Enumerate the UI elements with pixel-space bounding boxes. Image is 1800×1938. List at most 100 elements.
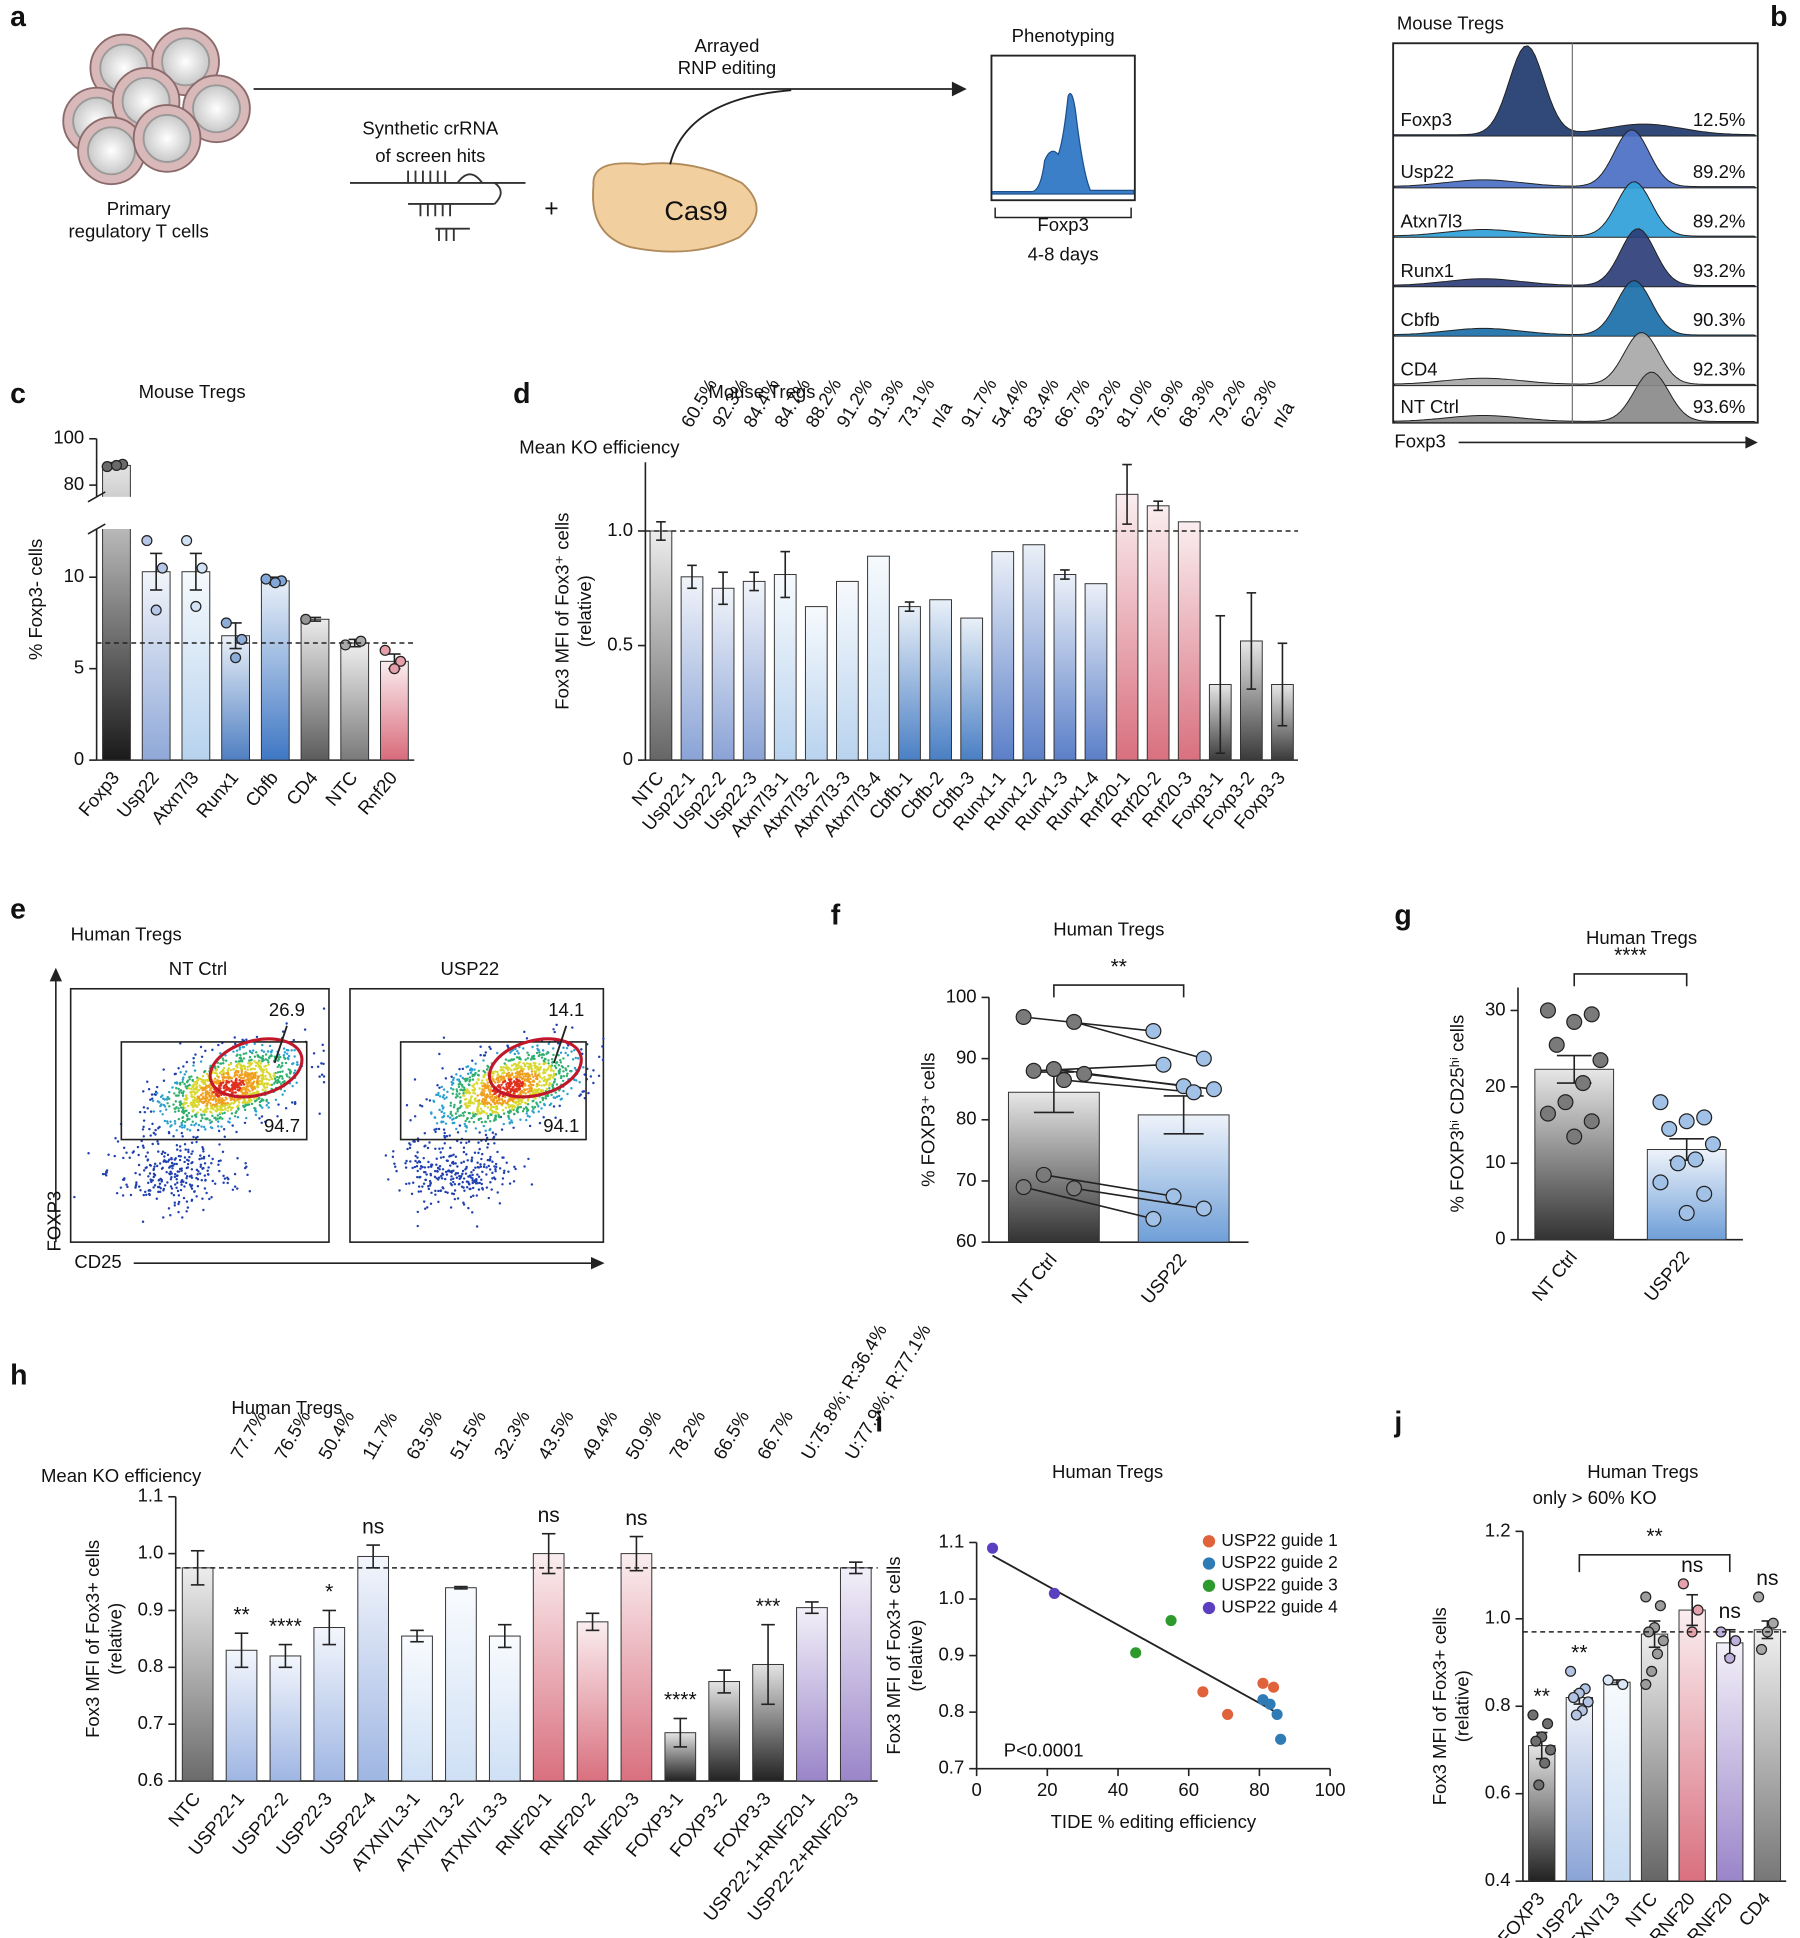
- flow-dot: [169, 1178, 173, 1181]
- flow-dot: [191, 1085, 194, 1089]
- flow-dot: [181, 1216, 184, 1219]
- pair-line: [1073, 1021, 1205, 1060]
- flow-dot: [179, 1083, 182, 1086]
- flow-dot: [464, 1102, 467, 1105]
- flow-dot: [438, 1147, 441, 1150]
- flow-dot: [450, 1083, 454, 1086]
- stat-label: ns: [1756, 1567, 1778, 1590]
- flow-dot: [172, 1103, 175, 1106]
- flow-dot: [192, 1109, 195, 1112]
- error-bar: [749, 571, 759, 592]
- comparison-label: ****: [1614, 944, 1647, 967]
- chart-title: Human Tregs: [1586, 927, 1697, 948]
- flow-dot: [537, 1054, 541, 1058]
- flow-dot: [513, 1112, 516, 1116]
- flow-dot: [561, 1079, 565, 1083]
- flow-dot: [199, 1077, 202, 1081]
- flow-dot: [455, 1139, 459, 1143]
- flow-dot: [468, 1091, 472, 1095]
- data-point: [1195, 1200, 1212, 1217]
- flow-dot: [524, 1118, 528, 1122]
- flow-dot: [392, 1150, 395, 1153]
- flow-dot: [489, 1113, 492, 1116]
- flow-dot: [491, 1131, 495, 1135]
- flow-dot: [468, 1076, 472, 1079]
- flow-dot: [550, 1093, 553, 1097]
- flow-dot: [195, 1176, 198, 1180]
- flow-dot: [515, 1064, 518, 1068]
- legend-marker: [1202, 1535, 1216, 1548]
- flow-dot: [281, 1030, 285, 1033]
- legend-label: USP22 guide 2: [1221, 1552, 1337, 1572]
- flow-dot: [508, 1109, 512, 1112]
- panel-label: h: [10, 1359, 27, 1391]
- flow-dot: [579, 1093, 583, 1096]
- flow-dot: [199, 1093, 203, 1097]
- y-tick-label: 1.0: [1485, 1607, 1511, 1628]
- data-point: [1155, 1056, 1172, 1073]
- flow-dot: [414, 1154, 417, 1158]
- flow-dot: [503, 1099, 507, 1103]
- flow-dot: [255, 1080, 259, 1084]
- error-bar: [656, 521, 666, 541]
- flow-dot: [246, 1173, 249, 1177]
- flow-dot: [555, 1095, 559, 1098]
- x-tick-label: 60: [1178, 1779, 1199, 1800]
- flow-dot: [442, 1120, 445, 1124]
- flow-dot: [303, 1028, 307, 1031]
- flow-dot: [175, 1129, 178, 1132]
- flow-dot: [266, 1050, 270, 1053]
- flow-dot: [128, 1156, 131, 1159]
- flow-dot: [173, 1119, 177, 1123]
- data-point: [236, 633, 248, 645]
- flow-dot: [217, 1159, 221, 1163]
- flow-dot: [449, 1110, 453, 1114]
- flow-dot: [479, 1163, 482, 1166]
- stat-label: ****: [664, 1689, 697, 1712]
- flow-dot: [250, 1051, 254, 1055]
- flow-dot: [411, 1166, 414, 1170]
- error-bar: [189, 552, 202, 591]
- flow-dot: [422, 1182, 426, 1186]
- flow-dot: [165, 1120, 169, 1123]
- y-tick-label: 0.4: [1485, 1869, 1511, 1890]
- flow-dot: [548, 1082, 551, 1085]
- pair-line: [1063, 1079, 1194, 1094]
- flow-dot: [494, 1070, 497, 1073]
- flow-dot: [489, 1107, 493, 1110]
- flow-dot: [459, 1141, 463, 1144]
- flow-dot: [443, 1177, 447, 1181]
- flow-dot: [511, 1073, 514, 1077]
- flow-dot: [454, 1112, 458, 1115]
- flow-dot: [434, 1193, 437, 1196]
- flow-dot: [506, 1110, 510, 1114]
- flow-dot: [192, 1061, 196, 1064]
- flow-dot: [547, 1062, 550, 1065]
- flow-dot: [542, 1062, 545, 1066]
- data-point: [1730, 1635, 1742, 1647]
- flow-dot: [451, 1078, 455, 1082]
- data-point: [1651, 1648, 1664, 1660]
- flow-dot: [173, 1110, 177, 1113]
- flow-dot: [186, 1128, 189, 1131]
- flow-box: [69, 987, 330, 1243]
- flow-dot: [211, 1048, 214, 1052]
- flow-dot: [589, 1075, 593, 1078]
- flow-dot: [512, 1075, 516, 1079]
- flow-dot: [191, 1120, 195, 1123]
- flow-dot: [474, 1182, 478, 1185]
- flow-dot: [264, 1058, 268, 1061]
- comparison-bracket: [1053, 984, 1185, 998]
- flow-dot: [495, 1099, 499, 1102]
- x-tick-label: Cbfb: [241, 767, 282, 810]
- flow-dot: [285, 1073, 288, 1076]
- bar: [1528, 1745, 1556, 1882]
- flow-dot: [455, 1088, 458, 1091]
- flow-dot: [499, 1087, 502, 1091]
- flow-dot: [178, 1125, 182, 1128]
- flow-dot: [175, 1082, 179, 1085]
- flow-dot: [234, 1079, 237, 1082]
- flow-dot: [468, 1120, 471, 1124]
- flow-title: USP22: [441, 958, 500, 979]
- flow-dot: [172, 1193, 176, 1197]
